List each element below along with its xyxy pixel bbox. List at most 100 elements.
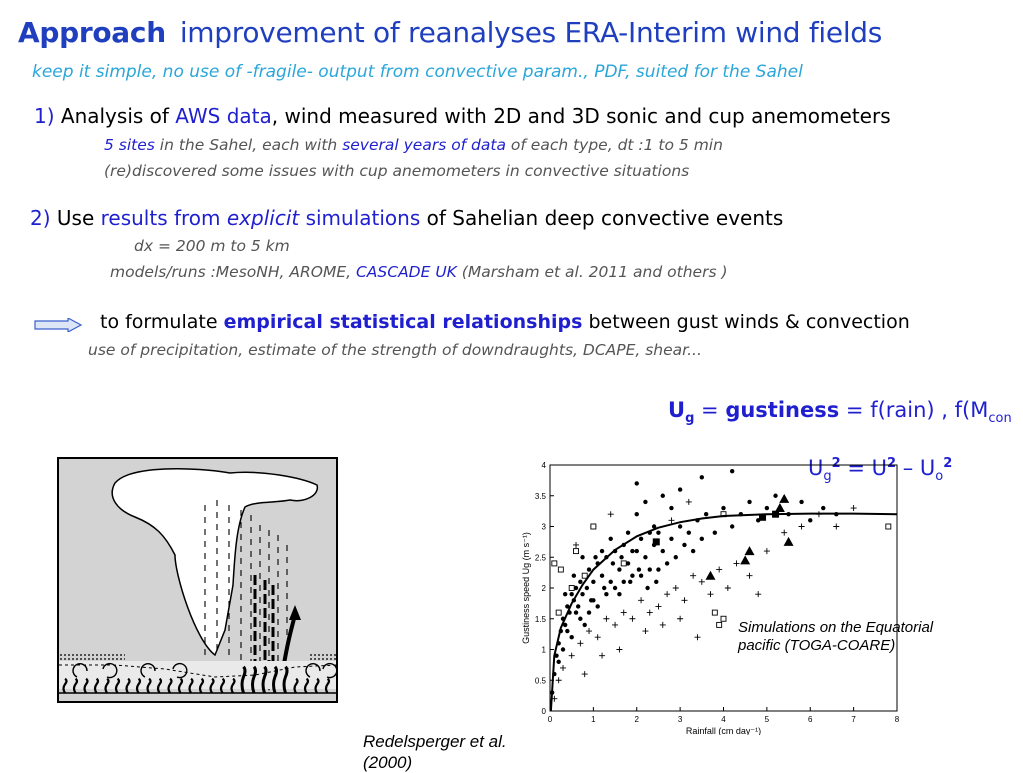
data-point-dot [656, 567, 661, 572]
data-point-dot [636, 567, 642, 572]
gust-g: g [685, 411, 695, 427]
data-point-dot [560, 647, 566, 652]
gustiness-scatter-chart: 0 1 2 3 4 5 6 7 8 0 0.5 1 1.5 2 2.5 3 3.5 4 Rainfall (cm d… [521, 461, 900, 735]
point-3-emp: empirical statistical relationships [223, 311, 583, 333]
data-point-plus [629, 615, 636, 622]
data-point-dot [747, 499, 752, 505]
data-point-dot [712, 530, 718, 535]
y-axis-label: Gustiness speed Ug (m s⁻¹) [521, 532, 531, 644]
fit-line [549, 512, 898, 712]
x-tick-label: 0 [548, 715, 553, 724]
data-point-dot [729, 468, 735, 474]
data-point-dot [602, 585, 607, 591]
data-point-dot [656, 530, 661, 535]
point-1-detail-2: (re)discovered some issues with cup anem… [104, 162, 690, 180]
title-rest: improvement of reanalyses ERA-Interim wi… [179, 16, 883, 49]
data-point-dot [565, 604, 570, 609]
data-point-dot [664, 561, 670, 566]
data-point-dot [628, 579, 633, 585]
data-point-dot [575, 604, 581, 609]
data-point-dot [660, 493, 665, 498]
data-point-plus [672, 585, 679, 591]
data-point-plus [833, 523, 840, 530]
plume-mark [293, 677, 299, 694]
gustiness-formula: Ug = gustiness = f(rain) , f(Mcon [668, 398, 1012, 426]
data-point-plus [664, 591, 671, 598]
data-point-dot [604, 591, 609, 597]
data-point-square-open [620, 560, 627, 567]
data-point-dot [612, 585, 618, 591]
gust-rest: = f(rain) , f(M [839, 398, 989, 422]
data-point-plus [724, 585, 731, 591]
plume-mark [72, 677, 79, 694]
data-point-dot [643, 555, 648, 560]
data-point-plus [638, 597, 645, 604]
title-approach: Approach [18, 16, 166, 49]
data-point-square-open [716, 621, 723, 628]
data-point-dot [682, 542, 687, 548]
plume-mark [230, 677, 236, 694]
data-point-dot [586, 567, 592, 572]
point-1-number: 1) [34, 104, 55, 128]
eq-two1: 2 [831, 456, 841, 471]
data-point-plus [642, 628, 649, 635]
slide-subtitle: keep it simple, no use of -fragile- outp… [32, 62, 803, 82]
gust-equation: Ug2 = U2 – Uo2 [808, 456, 952, 484]
point-2-post: of Sahelian deep convective events [420, 206, 784, 230]
data-point-square-open [711, 609, 718, 616]
rain-streaks [204, 500, 288, 675]
y-tick-label: 4 [542, 461, 547, 470]
convection-diagram [55, 455, 340, 705]
data-point-dot [595, 604, 600, 609]
data-point-triangle [744, 546, 755, 556]
data-point-dot [625, 530, 631, 535]
data-point-square-open [551, 560, 558, 567]
point-2-models: models/runs :MesoNH, AROME, [110, 263, 356, 281]
data-point-dot [578, 579, 583, 585]
data-point-plus [612, 621, 619, 628]
plume-mark [146, 677, 152, 694]
eq-minus: – U [896, 456, 936, 480]
plume-mark [114, 677, 121, 694]
data-point-plus [668, 517, 675, 524]
eq-g: g [823, 469, 832, 485]
plume-mark [135, 677, 142, 694]
point-2-sims: simulations [299, 206, 421, 230]
point-3-detail: use of precipitation, estimate of the st… [88, 341, 702, 359]
gust-eq: = [694, 398, 726, 422]
data-point-dot [591, 579, 596, 585]
point-1-detail-b: in the Sahel, each with [154, 136, 343, 154]
chart-axes: 0 1 2 3 4 5 6 7 8 0 0.5 1 1.5 2 2.5 3 3.5 4 Rainfall (cm d… [521, 461, 900, 735]
plume-mark [261, 665, 268, 694]
eq-two3: 2 [943, 456, 953, 471]
data-point-square-open [581, 572, 588, 579]
plume-mark [251, 665, 257, 694]
data-point-triangle [740, 555, 751, 565]
data-point-dot [703, 512, 709, 517]
data-point-plus [573, 541, 580, 548]
point-2-number: 2) [30, 206, 51, 230]
data-point-dot [634, 548, 639, 554]
data-point-plus [677, 615, 684, 622]
gust-word: gustiness [725, 398, 840, 422]
data-point-dot [677, 487, 683, 492]
plume-mark [125, 677, 131, 694]
data-point-plus [694, 634, 701, 641]
plume-mark [282, 665, 289, 694]
data-point-plus [620, 609, 627, 616]
data-point-dot [808, 518, 813, 523]
data-point-plus [586, 628, 593, 635]
data-point-square-open [573, 548, 579, 555]
point-2: 2) Use results from explicit simulations… [30, 206, 783, 230]
data-point-triangle [774, 503, 785, 513]
chart-marks [549, 468, 898, 712]
point-2-marsham: (Marsham et al. 2011 and others ) [456, 263, 728, 281]
data-point-plus [763, 548, 770, 555]
data-point-dot [573, 610, 579, 615]
data-point-dot [699, 536, 705, 541]
y-tick-label: 1.5 [535, 615, 547, 624]
data-point-dot [729, 524, 735, 529]
data-point-dot [634, 481, 639, 486]
plume-mark [209, 677, 215, 694]
data-point-plus [798, 523, 805, 530]
